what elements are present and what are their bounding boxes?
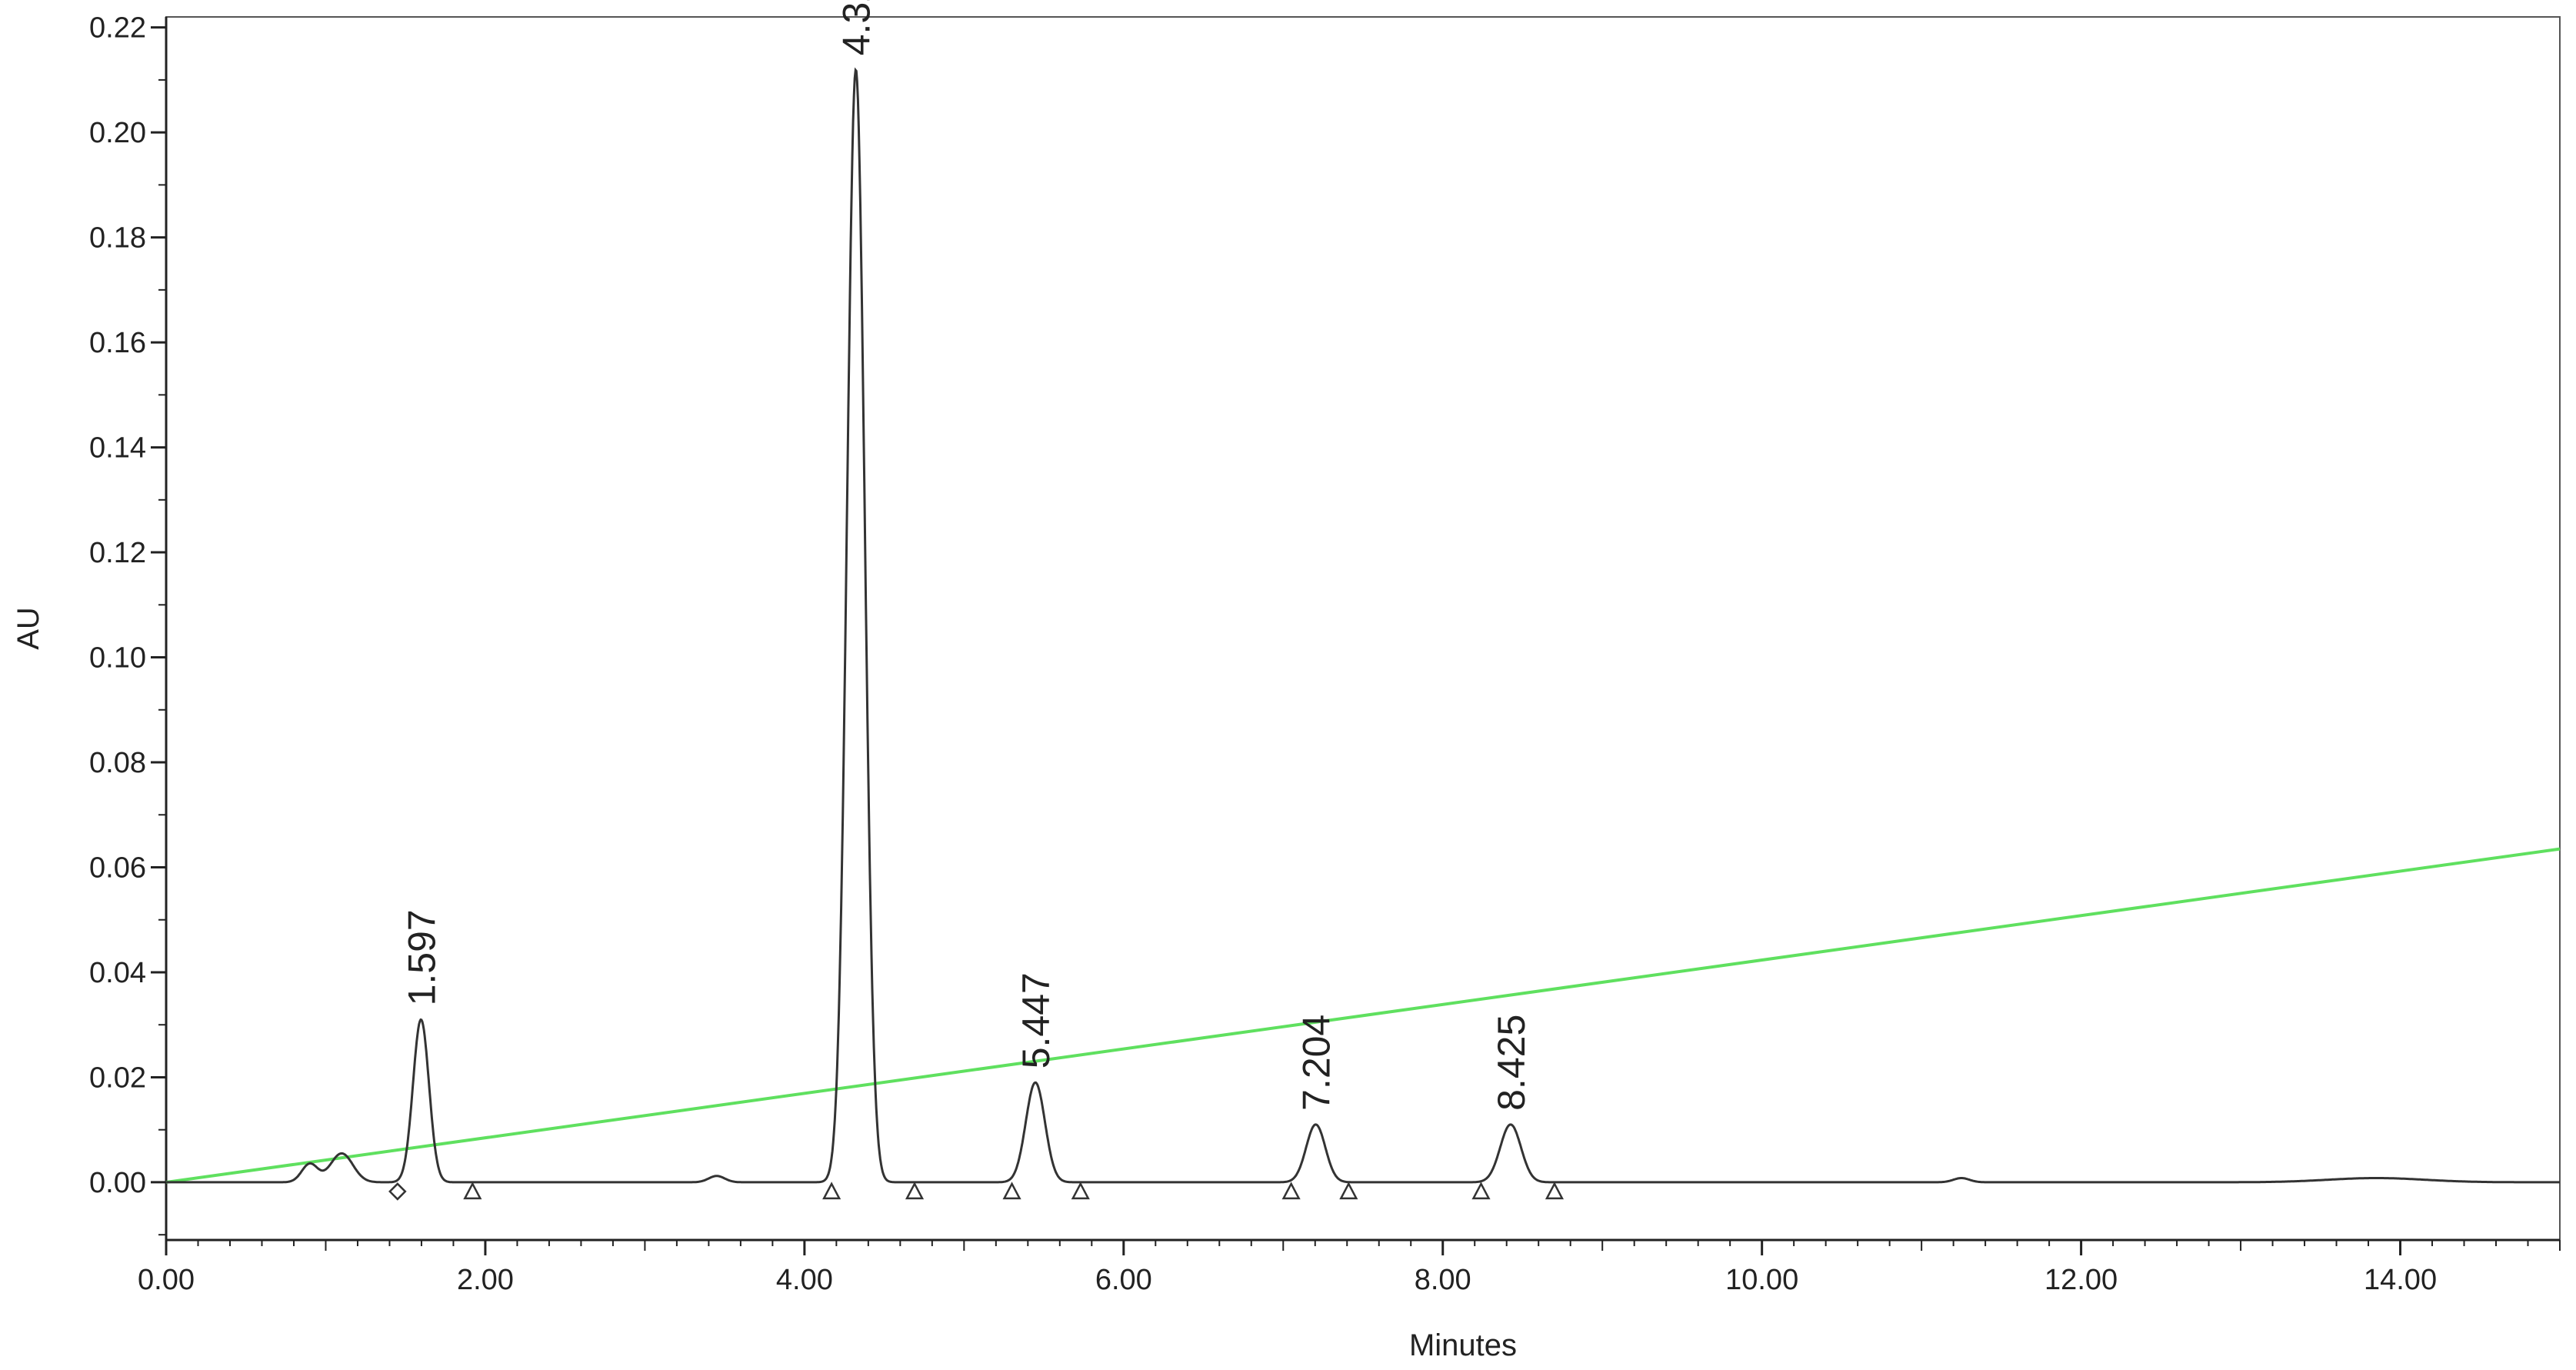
y-tick-label: 0.22 [89,12,146,45]
x-tick-label: 6.00 [1095,1264,1152,1296]
x-axis-title: Minutes [1409,1328,1517,1362]
x-tick-label: 2.00 [457,1264,514,1296]
peak-boundary-marker [1471,1182,1491,1200]
chromatogram-trace [166,67,2560,1184]
peak-labels: 1.597 4.322 5.447 7.204 8.425 [400,0,1533,1111]
x-tick-label: 0.00 [138,1264,195,1296]
baseline-start-marker [388,1182,407,1201]
x-tick-label: 10.00 [1725,1264,1798,1296]
integration-marks [388,1182,1565,1201]
y-tick-label: 0.12 [89,537,146,569]
y-tick-label: 0.02 [89,1062,146,1094]
x-tick-label: 12.00 [2044,1264,2118,1296]
plot-border [165,16,2561,1241]
y-tick-label: 0.06 [89,852,146,884]
peak-label: 5.447 [1015,972,1058,1068]
peak-boundary-marker [822,1182,841,1200]
gradient-line [165,847,2561,1184]
x-tick-label: 14.00 [2364,1264,2437,1296]
y-tick-label: 0.04 [89,957,146,989]
plot-frame [165,16,2561,1241]
peak-boundary-marker [1545,1182,1565,1200]
peak-boundary-marker [1281,1182,1301,1200]
peak-label: 8.425 [1490,1015,1533,1111]
y-tick-label: 0.14 [89,432,146,465]
peak-boundary-marker [905,1182,925,1200]
peak-boundary-marker [1002,1182,1021,1200]
y-tick-label: 0.18 [89,222,146,255]
peak-boundary-marker [1339,1182,1358,1200]
y-tick-label: 0.20 [89,117,146,149]
x-tick-label: 8.00 [1415,1264,1471,1296]
x-tick-label: 4.00 [776,1264,833,1296]
y-tick-label: 0.00 [89,1167,146,1199]
gradient-series [165,847,2561,1184]
peak-boundary-marker [1071,1182,1090,1200]
y-tick-label: 0.10 [89,642,146,675]
peak-label: 7.204 [1295,1015,1338,1111]
y-axis: 0.00 0.02 0.04 0.06 0.08 0.10 0.12 0.14 0.16 0.18… [89,12,168,1240]
peak-label: 1.597 [400,909,443,1005]
chromatogram-series [166,67,2560,1184]
y-tick-label: 0.08 [89,747,146,779]
x-axis: 0.00 2.00 4.00 6.00 8.00 10.00 12.00 14.00 [138,1238,2561,1296]
y-tick-label: 0.16 [89,327,146,359]
peak-boundary-marker [463,1182,482,1200]
y-axis-title: AU [12,607,45,650]
peak-label: 4.322 [835,0,878,55]
